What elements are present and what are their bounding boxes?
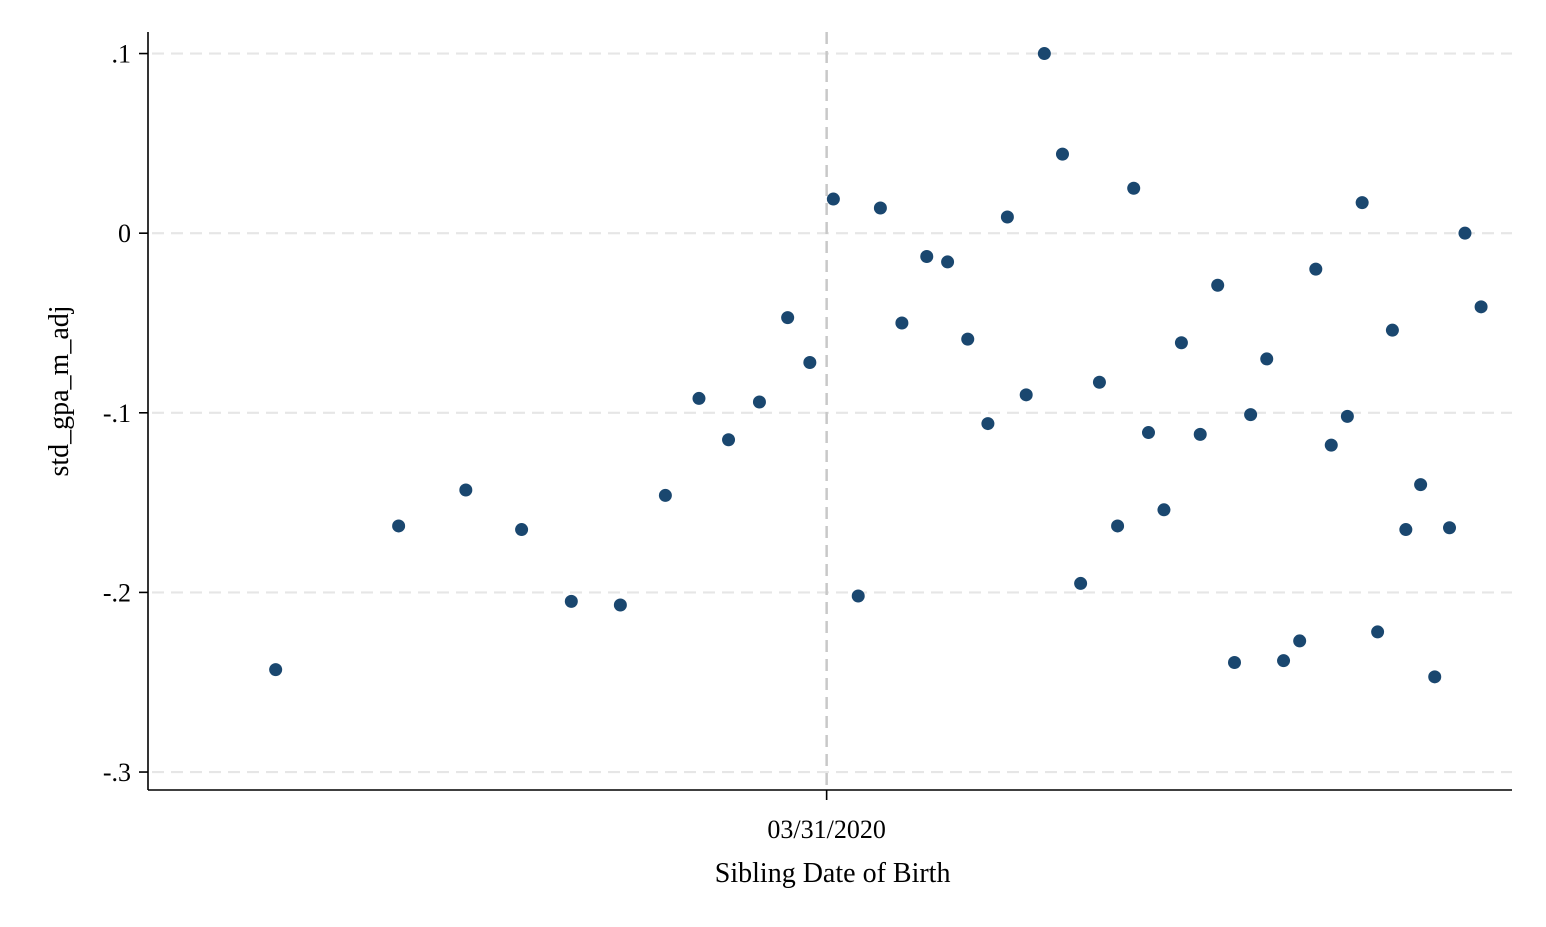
data-point xyxy=(613,598,627,612)
data-point xyxy=(1340,409,1354,423)
y-axis-title: std_gpa_m_adj xyxy=(44,305,75,476)
data-point xyxy=(658,488,672,502)
data-point xyxy=(1211,278,1225,292)
y-axis-ticks: .1 0 -.1 -.2 -.3 xyxy=(103,40,148,787)
data-point xyxy=(722,433,736,447)
data-point xyxy=(392,519,406,533)
data-points xyxy=(269,47,1488,684)
data-point xyxy=(1371,625,1385,639)
data-point xyxy=(1174,336,1188,350)
data-point xyxy=(1324,438,1338,452)
data-point xyxy=(1000,210,1014,224)
data-point xyxy=(1141,426,1155,440)
data-point xyxy=(1309,262,1323,276)
data-point xyxy=(1111,519,1125,533)
data-point xyxy=(1227,655,1241,669)
data-point xyxy=(1260,352,1274,366)
data-point xyxy=(1443,521,1457,535)
y-tick-label: -.1 xyxy=(103,399,131,428)
data-point xyxy=(1355,196,1369,210)
data-point xyxy=(826,192,840,206)
y-tick-label: -.2 xyxy=(103,578,131,607)
data-point xyxy=(781,311,795,325)
data-point xyxy=(851,589,865,603)
data-point xyxy=(961,332,975,346)
x-axis-title: Sibling Date of Birth xyxy=(715,858,951,889)
data-point xyxy=(920,250,934,264)
data-point xyxy=(1019,388,1033,402)
data-point xyxy=(515,523,529,537)
data-point xyxy=(1428,670,1442,684)
data-point xyxy=(1055,147,1069,161)
data-point xyxy=(1277,654,1291,668)
data-point xyxy=(1193,427,1207,441)
data-point xyxy=(692,391,706,405)
data-point xyxy=(1127,181,1141,195)
y-tick-label: 0 xyxy=(118,219,131,248)
gridlines xyxy=(152,52,1512,774)
data-point xyxy=(1385,323,1399,337)
data-point xyxy=(1414,478,1428,492)
data-point xyxy=(981,417,995,431)
data-point xyxy=(941,255,955,269)
x-tick-label: 03/31/2020 xyxy=(767,815,885,844)
data-point xyxy=(1092,375,1106,389)
data-point xyxy=(1474,300,1488,314)
data-point xyxy=(1037,47,1051,61)
data-point xyxy=(1293,634,1307,648)
data-point xyxy=(1458,226,1472,240)
data-point xyxy=(1244,408,1258,422)
axes xyxy=(147,32,1512,791)
data-point xyxy=(895,316,909,330)
data-point xyxy=(873,201,887,215)
data-point xyxy=(803,356,817,370)
data-point xyxy=(1157,503,1171,517)
data-point xyxy=(564,594,578,608)
y-tick-label: -.3 xyxy=(103,758,131,787)
y-tick-label: .1 xyxy=(112,40,132,69)
data-point xyxy=(269,663,283,677)
data-point xyxy=(1074,576,1088,590)
x-axis-ticks: 03/31/2020 xyxy=(767,790,886,844)
data-point xyxy=(1399,523,1413,537)
data-point xyxy=(752,395,766,409)
data-point xyxy=(459,483,473,497)
